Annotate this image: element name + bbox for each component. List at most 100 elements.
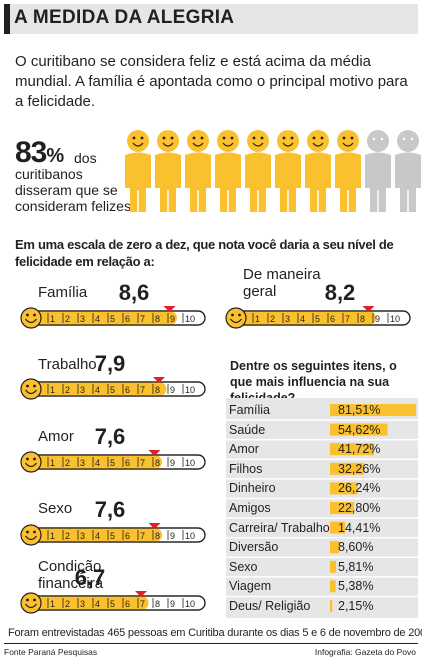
scale-fill-bar [25,596,149,610]
scale-tick-label: 2 [65,314,70,324]
scale-chart: 1 2 3 4 5 6 7 8 9 10 [20,450,206,473]
scale-category-label: Amor [38,428,74,445]
scale-tick-label: 4 [95,458,100,468]
scale-tick-label: 9 [170,458,175,468]
scale-tick-label: 3 [80,458,85,468]
smiley-icon [225,307,247,329]
ranking-bar [330,423,388,436]
source-credit: Fonte Paraná Pesquisas [4,647,98,657]
value-marker [153,377,165,383]
scale-tick-label: 8 [155,385,160,395]
ranking-bar [330,541,340,554]
scale-category-label: Condição [38,558,102,575]
ranking-value-label: 32,26% [338,461,381,476]
smiley-icon [20,307,42,329]
infographic-credit: Infografia: Gazeta do Povo [314,647,416,657]
scale-tick-label: 2 [65,458,70,468]
scale-tick-label: 6 [125,531,130,541]
scale-tick-label: 6 [125,385,130,395]
scale-tick-label: 9 [170,314,175,324]
scale-tick-label: 7 [140,599,145,609]
scale-tick-label: 4 [95,599,100,609]
scale-tick-label: 4 [95,385,100,395]
stat-line-2: curitibanos [15,166,83,182]
scale-tick-label: 1 [50,314,55,324]
ranking-value-label: 41,72% [338,442,381,457]
smiley-icon [20,524,42,546]
ranking-category-label: Carreira/ Trabalho [229,520,330,535]
scale-fill-bar [25,382,167,396]
scale-category-label: Sexo [38,500,73,517]
happy-person-icon [125,130,151,212]
scale-tick-label: 9 [170,599,175,609]
ranking-value-label: 8,60% [338,540,374,555]
scale-value-label: 8,6 [118,280,150,305]
scale-value-label: 6,7 [74,565,106,590]
ranking-value-label: 2,15% [338,599,374,613]
scale-tick-label: 7 [140,531,145,541]
stat-value: 83 [15,136,47,169]
scale-fill-bar [25,528,162,542]
value-marker [362,306,375,312]
scale-tick-label: 8 [155,314,160,324]
ranking-bar [330,404,416,416]
scale-chart: 1 2 3 4 5 6 7 8 9 10 [20,377,206,400]
value-marker [135,591,147,597]
ranking-bar [330,443,375,456]
scale-tick-label: 3 [80,531,85,541]
scale-tick-label: 1 [50,599,55,609]
scale-tick-label: 5 [110,599,115,609]
ranking-bar [330,580,336,593]
scale-fill-bar [230,311,376,325]
scale-tick-label: 10 [185,599,195,609]
happy-person-icon [275,130,301,212]
scale-category-label: financeira [38,575,104,592]
scale-category-label: De maneira [243,266,321,283]
value-marker [148,450,161,456]
scale-value-label: 7,9 [94,351,126,376]
happy-person-icon [185,130,211,212]
ranking-value-label: 14,41% [338,520,381,535]
ranking-category-label: Diversão [229,540,279,555]
scale-tick-label: 1 [50,458,55,468]
stat-percent: 83% [15,136,64,171]
ranking-category-label: Dinheiro [229,481,276,496]
scale-tick-label: 5 [110,458,115,468]
happy-person-icon [335,130,361,212]
scale-tick-label: 6 [125,458,130,468]
scale-tick-label: 8 [360,314,365,324]
ranking-category-label: Amigos [229,501,271,515]
scale-category-label: geral [243,283,277,300]
happy-person-icon [305,130,331,212]
value-marker [163,306,176,312]
scale-tick-label: 1 [50,385,55,395]
scale-tick-label: 9 [170,531,175,541]
happy-person-icon [245,130,271,212]
scale-tick-label: 5 [315,314,320,324]
scale-tick-label: 5 [110,531,115,541]
scale-fill-bar [25,455,162,469]
scale-tick-label: 5 [110,314,115,324]
ranking-bar [330,482,358,495]
scale-category-label: Trabalho [38,356,97,373]
scale-tick-label: 7 [140,385,145,395]
ranking-value-label: 54,62% [338,422,381,437]
scale-tick-label: 1 [255,314,260,324]
scale-tick-label: 10 [185,385,195,395]
scale-tick-label: 7 [140,314,145,324]
scale-value-label: 7,6 [94,424,126,449]
ranking-bar [330,502,355,514]
scale-tick-label: 8 [155,531,160,541]
ranking-category-label: Saúde [229,422,266,437]
scale-tick-label: 2 [65,531,70,541]
scale-tick-label: 2 [270,314,275,324]
scale-tick-label: 10 [185,458,195,468]
ranking-bar [330,560,337,573]
ranking-value-label: 26,24% [338,481,381,496]
scale-tick-label: 2 [65,385,70,395]
scale-tick-label: 3 [285,314,290,324]
ranking-bar [330,462,365,475]
scale-tick-label: 4 [95,531,100,541]
